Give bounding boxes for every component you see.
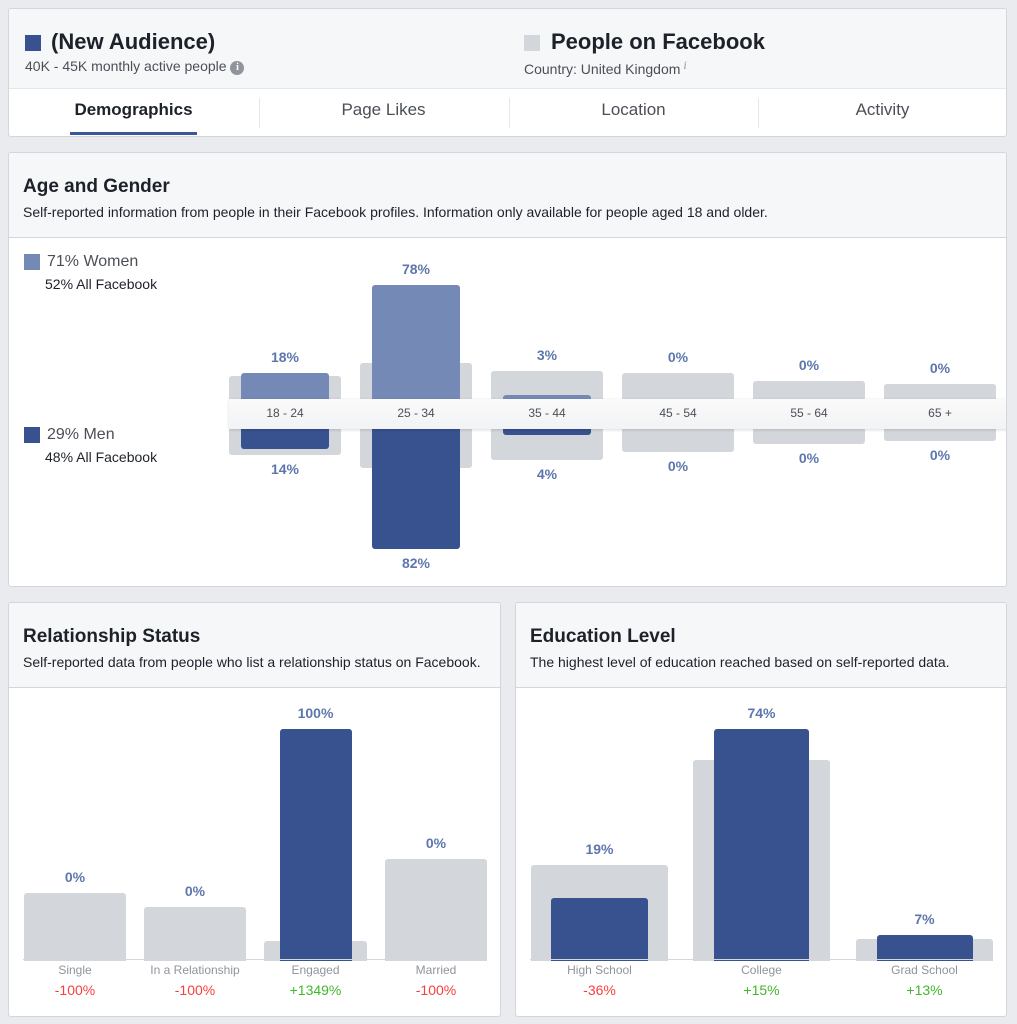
category-label: Grad School xyxy=(891,963,958,977)
men-bar xyxy=(241,425,329,450)
audience-title: (New Audience) xyxy=(51,29,216,54)
women-value-label: 0% xyxy=(929,360,951,377)
men-legend: 29% Men xyxy=(47,426,115,443)
age-range-label: 25 - 34 xyxy=(397,406,435,420)
category-label: Engaged xyxy=(291,963,340,977)
category-label: College xyxy=(741,963,782,977)
value-label: 0% xyxy=(184,882,206,899)
tab-demographics[interactable]: Demographics xyxy=(74,100,193,119)
all-facebook-women-bar xyxy=(622,372,734,403)
value-label: 7% xyxy=(914,911,935,928)
category-label: Married xyxy=(415,963,457,977)
men-all-facebook: 48% All Facebook xyxy=(45,449,158,465)
all-facebook-bar xyxy=(385,858,487,961)
age-axis-band: 18 - 24 25 - 34 35 - 44 45 - 54 55 - 64 65 + xyxy=(229,399,1006,429)
age-range-label: 65 + xyxy=(928,406,952,420)
category-label: High School xyxy=(567,963,632,977)
value-label: 0% xyxy=(64,869,86,886)
panel-title: Age and Gender xyxy=(23,176,170,197)
change-label: -100% xyxy=(174,982,216,998)
age-gender-panel: Age and Gender Self-reported information… xyxy=(8,152,1007,587)
tab-page-likes[interactable]: Page Likes xyxy=(341,100,426,119)
value-label: 0% xyxy=(425,834,447,851)
women-value-label: 3% xyxy=(536,347,558,364)
relationship-panel: Relationship Status Self-reported data f… xyxy=(8,602,501,1017)
comparison-title: People on Facebook xyxy=(551,29,765,54)
change-label: -100% xyxy=(54,982,96,998)
tab-divider xyxy=(758,98,759,128)
tab-divider xyxy=(509,98,510,128)
all-facebook-women-bar xyxy=(753,381,865,403)
age-range-label: 55 - 64 xyxy=(790,406,828,420)
women-value-label: 18% xyxy=(270,348,300,365)
women-bar xyxy=(503,394,591,403)
women-value-label: 0% xyxy=(667,348,689,365)
women-swatch xyxy=(24,254,40,270)
men-value-label: 0% xyxy=(667,458,689,475)
country-text: Country: United Kingdom xyxy=(524,61,681,77)
audience-bar xyxy=(551,898,648,961)
panel-subtitle: The highest level of education reached b… xyxy=(530,654,950,670)
tab-activity[interactable]: Activity xyxy=(855,100,910,119)
comparison-swatch xyxy=(524,35,540,51)
change-label: -100% xyxy=(415,982,457,998)
audience-bar xyxy=(279,729,352,961)
info-icon[interactable]: i xyxy=(230,61,245,75)
audience-size-text: 40K - 45K monthly active people xyxy=(25,58,227,74)
value-label: 100% xyxy=(297,705,334,721)
value-label: 19% xyxy=(585,840,614,857)
men-value-label: 82% xyxy=(401,554,431,571)
women-bar xyxy=(372,285,460,403)
category-label: Single xyxy=(58,963,92,977)
men-bar xyxy=(372,425,460,549)
men-bar xyxy=(503,425,591,435)
age-range-label: 18 - 24 xyxy=(266,406,304,420)
audience-swatch xyxy=(25,35,41,51)
all-facebook-men-bar xyxy=(753,425,865,444)
value-label: 74% xyxy=(747,705,776,722)
all-facebook-bar xyxy=(144,906,246,961)
all-facebook-men-bar xyxy=(622,425,734,453)
change-label: +1349% xyxy=(289,982,342,998)
men-swatch xyxy=(24,427,40,443)
baseline xyxy=(23,959,486,960)
info-icon[interactable]: i xyxy=(683,58,687,72)
change-label: -36% xyxy=(583,982,616,998)
age-range-label: 45 - 54 xyxy=(659,406,697,420)
women-value-label: 0% xyxy=(798,357,820,374)
all-facebook-bar xyxy=(24,893,126,961)
men-value-label: 14% xyxy=(270,461,300,478)
men-value-label: 4% xyxy=(536,465,558,482)
baseline xyxy=(530,959,992,960)
panel-subtitle: Self-reported data from people who list … xyxy=(23,654,481,670)
audience-header: (New Audience) 40K - 45K monthly active … xyxy=(8,8,1007,137)
women-all-facebook: 52% All Facebook xyxy=(45,276,158,292)
change-label: +15% xyxy=(743,982,780,998)
men-value-label: 0% xyxy=(929,446,951,463)
panel-title: Education Level xyxy=(530,626,676,647)
panel-subtitle: Self-reported information from people in… xyxy=(23,204,768,220)
change-label: +13% xyxy=(906,982,943,998)
tab-location[interactable]: Location xyxy=(601,100,666,119)
audience-bar xyxy=(714,729,809,961)
education-panel: Education Level The highest level of edu… xyxy=(515,602,1007,1017)
active-tab-indicator xyxy=(70,132,197,135)
men-value-label: 0% xyxy=(798,449,820,466)
women-value-label: 78% xyxy=(401,261,431,278)
women-legend: 71% Women xyxy=(47,253,139,270)
comparison-country: Country: United Kingdom i xyxy=(524,58,687,77)
audience-size: 40K - 45K monthly active people i xyxy=(25,58,245,75)
audience-bar xyxy=(876,935,973,961)
tab-divider xyxy=(259,98,260,128)
panel-title: Relationship Status xyxy=(23,626,201,647)
age-range-label: 35 - 44 xyxy=(528,406,566,420)
all-facebook-women-bar xyxy=(884,384,996,403)
category-label: In a Relationship xyxy=(150,963,240,977)
women-bar xyxy=(241,372,329,403)
